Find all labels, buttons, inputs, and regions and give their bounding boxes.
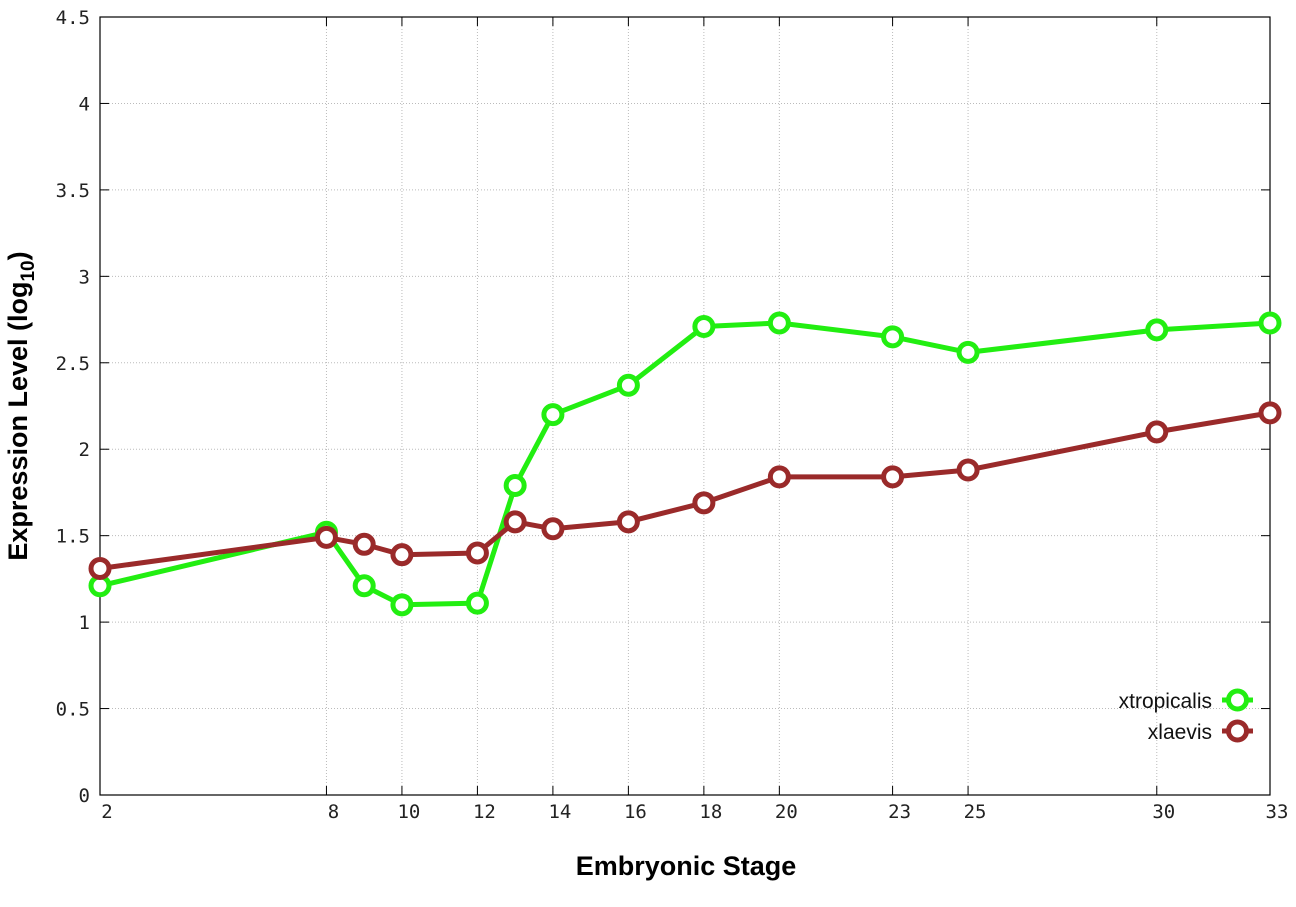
x-tick-label: 25 [964, 801, 987, 823]
y-axis-title-main: Expression Level (log [3, 282, 33, 561]
x-tick-label: 2 [101, 801, 112, 823]
series-line-xlaevis [99, 410, 1271, 571]
series-layer [88, 311, 1282, 617]
y-tick-label: 4 [79, 93, 90, 115]
data-point-xlaevis [767, 465, 791, 489]
data-point-xtropicalis [465, 591, 489, 615]
x-tick-label: 14 [548, 801, 571, 823]
x-tick-label: 16 [624, 801, 647, 823]
data-point-xlaevis [503, 510, 527, 534]
data-point-xtropicalis [616, 373, 640, 397]
y-axis-title-subscript: 10 [18, 260, 39, 281]
axis-ticks: 0 0.5 1 1.5 2 2.5 3 3.5 4 4.5 2 8 10 12 14 16 18 20 23 25 30… [56, 7, 1289, 823]
x-tick-label: 23 [888, 801, 911, 823]
x-tick-label: 8 [328, 801, 339, 823]
data-point-xlaevis [465, 541, 489, 565]
data-point-xlaevis [956, 458, 980, 482]
data-point-xtropicalis [956, 340, 980, 364]
y-tick-label: 3 [79, 266, 90, 288]
data-point-xlaevis [541, 517, 565, 541]
data-point-xlaevis [352, 532, 376, 556]
y-axis-title-close: ) [3, 251, 33, 260]
y-tick-label: 3.5 [56, 180, 90, 202]
data-point-xlaevis [616, 510, 640, 534]
y-tick-label: 4.5 [56, 7, 90, 29]
data-point-xlaevis [88, 557, 112, 581]
y-tick-label: 2 [79, 439, 90, 461]
data-point-xtropicalis [352, 574, 376, 598]
series-xtropicalis [88, 311, 1282, 617]
y-tick-label: 1.5 [56, 526, 90, 548]
legend-marker [1226, 719, 1249, 743]
data-point-xtropicalis [1258, 311, 1282, 335]
legend-item-xlaevis: xlaevis [1148, 719, 1253, 744]
data-point-xtropicalis [390, 593, 414, 617]
x-tick-label: 30 [1152, 801, 1175, 823]
plot-frame [99, 16, 1271, 796]
legend-item-xtropicalis: xtropicalis [1119, 688, 1253, 713]
data-point-xtropicalis [503, 474, 527, 498]
y-tick-label: 0 [79, 785, 90, 807]
data-point-xtropicalis [692, 314, 716, 338]
legend-label: xlaevis [1148, 721, 1212, 744]
series-xlaevis [88, 401, 1282, 581]
data-point-xtropicalis [767, 311, 791, 335]
x-tick-label: 20 [775, 801, 798, 823]
x-tick-label: 12 [473, 801, 496, 823]
data-point-xlaevis [1145, 420, 1169, 444]
data-point-xlaevis [1258, 401, 1282, 425]
legend: xtropicalis xlaevis [1119, 688, 1253, 744]
data-point-xlaevis [314, 525, 338, 549]
legend-marker [1226, 688, 1249, 712]
x-axis-title: Embryonic Stage [576, 851, 797, 881]
data-point-xtropicalis [541, 403, 565, 427]
data-point-xtropicalis [1145, 318, 1169, 342]
series-line-xtropicalis [99, 320, 1271, 608]
y-tick-label: 0.5 [56, 699, 90, 721]
x-tick-label: 18 [699, 801, 722, 823]
x-tick-label: 33 [1266, 801, 1289, 823]
x-tick-label: 10 [397, 801, 420, 823]
y-tick-label: 2.5 [56, 353, 90, 375]
data-point-xlaevis [692, 491, 716, 515]
data-point-xtropicalis [881, 325, 905, 349]
y-axis-title: Expression Level (log10) [3, 251, 39, 560]
data-point-xlaevis [881, 465, 905, 489]
y-tick-label: 1 [79, 612, 90, 634]
data-point-xlaevis [390, 543, 414, 567]
grid [100, 17, 1270, 795]
legend-label: xtropicalis [1119, 690, 1212, 713]
